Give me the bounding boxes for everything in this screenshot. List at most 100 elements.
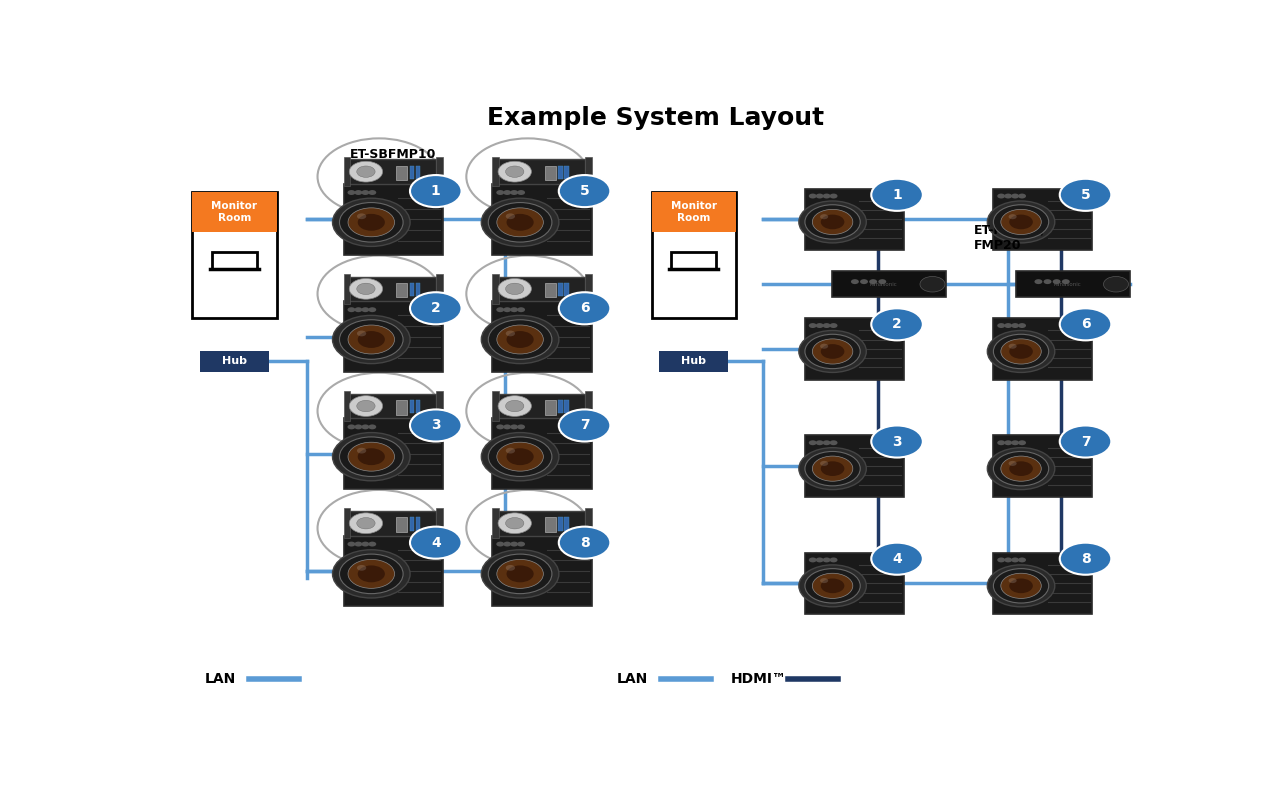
Circle shape [1009,344,1016,348]
FancyBboxPatch shape [416,400,420,413]
FancyBboxPatch shape [343,536,443,606]
FancyBboxPatch shape [493,509,499,538]
FancyBboxPatch shape [993,318,1093,380]
Circle shape [997,323,1005,328]
Text: LAN: LAN [205,672,236,686]
Circle shape [829,194,837,199]
Circle shape [517,190,525,195]
Circle shape [517,425,525,429]
Text: 1: 1 [892,187,902,202]
Circle shape [481,198,559,247]
Circle shape [823,557,831,562]
Circle shape [993,569,1048,603]
FancyBboxPatch shape [498,276,585,301]
Circle shape [872,179,923,211]
Circle shape [559,292,611,324]
Circle shape [813,456,852,481]
Circle shape [497,541,504,546]
FancyBboxPatch shape [493,391,499,421]
FancyBboxPatch shape [805,188,904,250]
FancyBboxPatch shape [343,274,351,304]
Text: 2: 2 [431,301,440,316]
Circle shape [488,554,552,594]
FancyBboxPatch shape [1015,272,1130,297]
FancyBboxPatch shape [558,283,563,296]
Text: Panasonic: Panasonic [1053,282,1080,287]
Circle shape [355,190,362,195]
Circle shape [503,308,511,312]
Circle shape [348,559,394,589]
FancyBboxPatch shape [832,272,946,297]
Circle shape [361,190,370,195]
Circle shape [497,207,544,237]
Circle shape [799,448,867,489]
Circle shape [507,214,534,231]
FancyBboxPatch shape [805,553,904,614]
FancyBboxPatch shape [192,191,276,318]
Circle shape [333,198,410,247]
Circle shape [1060,179,1111,211]
FancyBboxPatch shape [493,184,591,255]
Circle shape [349,161,383,182]
FancyBboxPatch shape [993,435,1093,497]
Circle shape [997,441,1005,445]
FancyBboxPatch shape [493,536,591,606]
Circle shape [823,323,831,328]
Circle shape [333,549,410,598]
FancyBboxPatch shape [410,283,413,296]
Circle shape [1001,209,1042,235]
Circle shape [805,205,860,239]
Circle shape [872,425,923,457]
Circle shape [815,441,823,445]
Circle shape [1005,557,1012,562]
Circle shape [823,441,831,445]
FancyBboxPatch shape [652,191,736,318]
Circle shape [357,448,366,453]
Text: HDMI™: HDMI™ [731,672,786,686]
Circle shape [506,331,515,336]
Circle shape [498,161,531,182]
Circle shape [511,190,518,195]
Circle shape [506,517,524,529]
FancyBboxPatch shape [564,517,568,530]
Circle shape [809,194,817,199]
Circle shape [357,449,385,465]
Circle shape [1060,542,1111,575]
FancyBboxPatch shape [493,301,591,372]
Circle shape [339,554,403,594]
Circle shape [1018,323,1027,328]
Circle shape [355,541,362,546]
Circle shape [506,400,524,412]
Circle shape [1011,557,1019,562]
FancyBboxPatch shape [348,511,435,536]
Text: ET-FMP50/
FMP20: ET-FMP50/ FMP20 [973,224,1046,252]
Circle shape [805,334,860,368]
Circle shape [369,541,376,546]
Circle shape [410,292,462,324]
FancyBboxPatch shape [993,188,1093,250]
Text: Panasonic: Panasonic [869,282,897,287]
Circle shape [507,449,534,465]
FancyBboxPatch shape [435,391,443,421]
Circle shape [809,441,817,445]
Circle shape [481,549,559,598]
Circle shape [497,559,544,589]
FancyBboxPatch shape [545,517,556,532]
Circle shape [355,308,362,312]
Circle shape [497,308,504,312]
FancyBboxPatch shape [192,191,276,232]
FancyBboxPatch shape [410,166,413,179]
FancyBboxPatch shape [558,400,563,413]
Circle shape [820,344,845,359]
Circle shape [829,323,837,328]
Circle shape [1018,441,1027,445]
FancyBboxPatch shape [343,391,351,421]
Text: 7: 7 [1080,434,1091,449]
Circle shape [517,308,525,312]
Circle shape [357,214,385,231]
Circle shape [497,190,504,195]
Circle shape [348,325,394,354]
Circle shape [559,175,611,207]
Circle shape [1060,308,1111,340]
FancyBboxPatch shape [343,301,443,372]
